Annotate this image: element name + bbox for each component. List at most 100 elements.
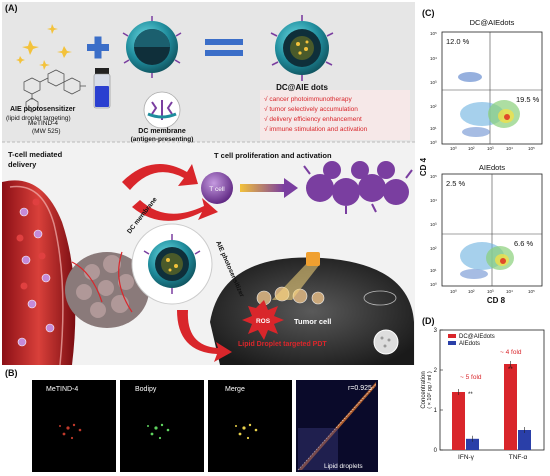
t-cell-icon (201, 172, 233, 204)
top-xtick-3: 10³ (487, 146, 494, 151)
bar-dc-1 (504, 364, 517, 450)
bottom-ytick-2: 10² (430, 246, 437, 251)
top-ytick-2: 10² (430, 104, 437, 109)
flow-bottom-title: AIEdots (479, 163, 506, 172)
top-xtick-2: 10² (468, 146, 475, 151)
y-tick-label-0: 0 (434, 448, 438, 454)
panel-c-label: (C) (422, 8, 435, 18)
legend-label-dc: DC@AIEdots (459, 334, 495, 340)
panel-b: (B) MeTIND-4 Bodipy Merge r=0.925 Lipid … (2, 368, 415, 474)
flow-cytometry-figure: 10⁵ 10⁴ 10³ 10² 10¹ 10⁰ 10⁰ 10² 10³ 10⁴ … (420, 18, 543, 305)
panel-d: (D) 0 1 2 3 IFN-γ TNF-α DC@AIEdots AIEdots ~… (420, 314, 548, 474)
flow-density-bottom (460, 242, 514, 279)
flow-plot-top (441, 31, 543, 145)
top-ytick-0: 10⁰ (430, 140, 437, 145)
features-box (260, 90, 410, 140)
tumor-cell-label: Tumor cell (294, 317, 331, 326)
correlation-scatter (297, 382, 377, 471)
y-tick-label-1: 1 (434, 408, 438, 414)
y-tick-label-3: 3 (434, 328, 438, 334)
molecule-name: MeTIND-4 (28, 120, 58, 127)
dc-membrane-icon (143, 91, 181, 129)
flow-top-q1: 12.0 % (446, 37, 470, 46)
red-curved-arrows (122, 164, 218, 221)
panel-c: (C) 10⁵ 10⁴ 10³ 10² (420, 2, 548, 307)
light-beam-icon (272, 252, 320, 300)
bar-dc-0 (452, 392, 465, 450)
membrane-title: DC membrane (138, 128, 186, 135)
bottom-ytick-5: 10⁵ (430, 174, 437, 179)
legend-swatch-dc (448, 334, 456, 338)
blood-vessel-icon (2, 180, 76, 366)
bottom-ytick-0: 10⁰ (430, 282, 437, 287)
ros-label: ROS (256, 318, 271, 325)
significance-tnf: ** (508, 367, 513, 373)
central-dot-circle (131, 223, 213, 305)
activated-t-cells-icon (303, 161, 413, 214)
empty-shell-icon (122, 16, 182, 78)
chart-frame (439, 329, 545, 451)
pdt-arrow-icon (177, 310, 232, 362)
molecule-mw: (MW 525) (32, 128, 61, 135)
annotation-ifn-fold: ~ 5 fold (460, 374, 482, 381)
tcell-label: T cell (209, 186, 225, 193)
top-xtick-0: 10⁰ (450, 146, 457, 151)
top-xtick-5: 10⁵ (528, 146, 535, 151)
molecule-structure-icon (23, 69, 86, 113)
feature-item-3: √ delivery efficiency enhancement (264, 115, 362, 123)
chart-ylabel-unit: ( × 10² pg / ml ) (427, 371, 433, 409)
flow-ylabel: CD 4 (420, 157, 428, 176)
panel-b-label: (B) (5, 368, 18, 378)
top-ytick-4: 10⁴ (430, 56, 437, 61)
tumor-tissue-icon (65, 251, 149, 328)
tcell-delivery-line2: delivery (8, 160, 37, 169)
feature-item-1: √ cancer photoimmunotherapy (264, 95, 353, 103)
panel-a: MeTIND-4 (MW 525) AIE photosensitizer (l… (2, 2, 415, 366)
flow-top-title: DC@AIEdots (470, 18, 515, 27)
equals-icon (205, 39, 243, 56)
bottom-ytick-1: 10¹ (430, 268, 437, 273)
image-bodipy-title: Bodipy (135, 386, 157, 393)
dc-aie-dot-icon (270, 15, 334, 81)
top-ytick-5: 10⁵ (430, 31, 437, 36)
plus-icon (87, 36, 109, 59)
flow-xlabel: CD 8 (487, 296, 506, 305)
metind-signal (59, 423, 82, 440)
product-title: DC@AIE dots (276, 83, 328, 92)
panel-a-figure: MeTIND-4 (MW 525) AIE photosensitizer (l… (2, 2, 415, 366)
ros-burst-icon (242, 300, 284, 340)
tcell-proliferation-text: T cell proliferation and activation (214, 151, 332, 160)
correlation-label: Lipid droplets (324, 463, 363, 470)
flow-density-top (458, 72, 520, 137)
aie-particles-icon (16, 24, 72, 70)
panel-d-label: (D) (422, 316, 435, 326)
feature-item-4: √ immune stimulation and activation (264, 125, 368, 133)
membrane-sub: (antigen-presenting) (131, 136, 194, 143)
flow-top-q2: 19.5 % (516, 95, 540, 104)
panel-b-figure: MeTIND-4 Bodipy Merge r=0.925 Lipid drop… (32, 380, 378, 472)
bottom-ytick-3: 10³ (430, 222, 437, 227)
flow-bottom-q2: 6.6 % (514, 239, 534, 248)
top-ytick-3: 10³ (430, 80, 437, 85)
bottom-xtick-2: 10² (468, 289, 475, 294)
x-tick-label-1: TNF-α (509, 454, 528, 461)
correlation-r-value: r=0.925 (348, 385, 372, 392)
image-merge-title: Merge (225, 386, 245, 393)
cytokine-bar-chart: 0 1 2 3 IFN-γ TNF-α DC@AIEdots AIEdots ~ 5 f… (421, 328, 545, 461)
bottom-xtick-0: 10⁰ (450, 289, 457, 294)
bottom-xtick-3: 10³ (487, 289, 494, 294)
y-tick-label-2: 2 (434, 368, 438, 374)
pdt-label: Lipid Droplet targeted PDT (238, 341, 327, 348)
panel-a-label: (A) (5, 3, 18, 13)
bodipy-signal (147, 423, 170, 440)
significance-ifn: ** (468, 392, 473, 398)
bottom-xtick-5: 10⁵ (528, 289, 535, 294)
photosensitizer-sub: (lipid droplet targeting) (6, 115, 71, 122)
proliferation-arrow-icon (240, 178, 298, 198)
x-tick-label-0: IFN-γ (458, 454, 475, 461)
top-xtick-4: 10⁴ (506, 146, 513, 151)
flow-bottom-q1: 2.5 % (446, 179, 466, 188)
annotation-tnf-fold: ~ 4 fold (500, 349, 522, 356)
vial-icon (93, 68, 111, 109)
bottom-xtick-4: 10⁴ (506, 289, 513, 294)
